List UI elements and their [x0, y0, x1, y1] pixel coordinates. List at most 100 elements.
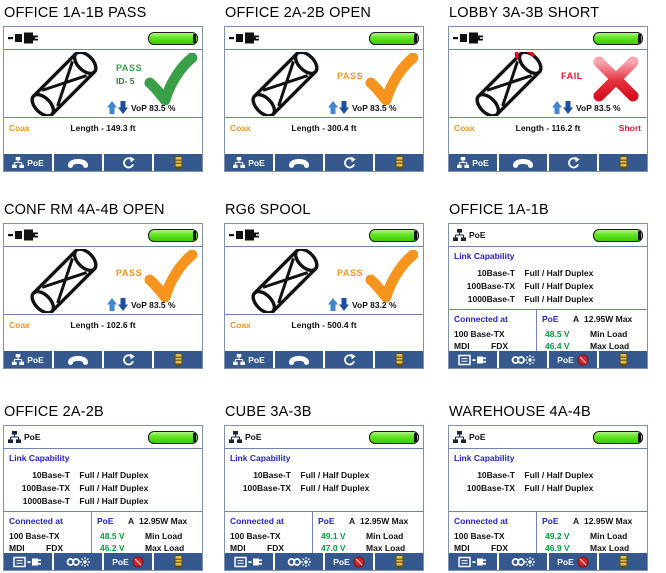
phone-icon [67, 157, 89, 169]
panel-confrm-4a4b-open: CONF RM 4A-4B OPEN PASS VoP 83.5 % Coax … [3, 202, 203, 369]
probe-softkey[interactable] [375, 154, 423, 171]
coax-plug-icon [453, 31, 487, 45]
max-load-voltage: 46.4 V [545, 341, 570, 351]
tone-softkey[interactable] [54, 154, 102, 171]
up-down-arrows-icon[interactable] [107, 298, 128, 311]
tone-softkey[interactable] [275, 154, 323, 171]
link-row: 100Base-TX Full / Half Duplex [225, 483, 370, 493]
probe-softkey[interactable] [154, 154, 202, 171]
softkey-bar: PoE [225, 351, 423, 368]
link-standard: 1000Base-T [467, 294, 515, 304]
refresh-icon [121, 156, 135, 170]
result-text: FAIL [561, 71, 583, 81]
network-tree-icon [233, 354, 245, 365]
link-blink-softkey[interactable] [275, 553, 323, 570]
refresh-icon [121, 353, 135, 367]
link-duplex: Full / Half Duplex [524, 483, 594, 493]
poe-class: A [573, 516, 580, 526]
poe-softkey[interactable]: PoE [225, 351, 273, 368]
screen-header: PoE [449, 224, 647, 247]
poe-softkey[interactable]: PoE [449, 154, 497, 171]
pass-check-icon [362, 53, 418, 105]
vop-value: VoP 83.5 % [131, 299, 176, 310]
connected-link-type: 100 Base-TX [230, 531, 281, 541]
probe-softkey[interactable] [599, 154, 647, 171]
vop-row: VoP 83.5 % [328, 101, 397, 114]
tone-softkey[interactable] [54, 351, 102, 368]
remote-screen-softkey[interactable] [4, 553, 52, 570]
up-down-arrows-icon[interactable] [552, 101, 573, 114]
probe-softkey[interactable] [375, 351, 423, 368]
poe-max-power: 12.95W Max [139, 516, 188, 526]
result-area: FAIL VoP 83.5 % [449, 50, 647, 118]
link-blink-softkey[interactable] [499, 351, 547, 368]
link-blink-softkey[interactable] [54, 553, 102, 570]
poe-softkey-label: PoE [557, 354, 574, 365]
battery-icon [593, 228, 643, 242]
probe-icon [174, 156, 183, 170]
panel-office-1a1b-pass: OFFICE 1A-1B PASS PASS ID- 5 VoP 83.5 % … [3, 5, 203, 172]
poe-softkey[interactable]: PoE [225, 154, 273, 171]
remote-screen-softkey[interactable] [449, 351, 497, 368]
probe-softkey[interactable] [154, 553, 202, 570]
coax-cable-icon [239, 52, 331, 116]
max-load-voltage: 46.2 V [100, 543, 125, 553]
poe-softkey[interactable]: PoE [4, 154, 52, 171]
poe-label: PoE [318, 516, 335, 526]
poe-softkey[interactable]: PoE [4, 351, 52, 368]
poe-off-softkey[interactable]: PoE [549, 553, 597, 570]
length-value: Length - 102.6 ft [70, 320, 136, 330]
poe-label: PoE [97, 516, 114, 526]
retest-softkey[interactable] [325, 351, 373, 368]
poe-off-softkey[interactable]: PoE [104, 553, 152, 570]
remote-screen-softkey[interactable] [225, 553, 273, 570]
measurement-row: Coax Length - 300.4 ft [225, 118, 423, 156]
screen-remote-icon [13, 556, 43, 568]
vop-value: VoP 83.5 % [131, 102, 176, 113]
poe-off-softkey[interactable]: PoE [549, 351, 597, 368]
up-down-arrows-icon[interactable] [107, 101, 128, 114]
header-poe-label: PoE [245, 432, 262, 442]
probe-softkey[interactable] [599, 351, 647, 368]
panel-title: OFFICE 2A-2B [4, 404, 104, 420]
panel-title: OFFICE 1A-1B [449, 202, 549, 218]
screen-header [4, 224, 202, 247]
link-capability-section: Link Capability 10Base-T Full / Half Dup… [4, 449, 202, 512]
probe-softkey[interactable] [375, 553, 423, 570]
link-row: 1000Base-T Full / Half Duplex [449, 294, 594, 304]
coax-cable-icon [18, 52, 110, 116]
link-row: 10Base-T Full / Half Duplex [449, 470, 593, 480]
min-load-voltage: 48.5 V [100, 531, 125, 541]
retest-softkey[interactable] [549, 154, 597, 171]
tone-softkey[interactable] [275, 351, 323, 368]
probe-softkey[interactable] [154, 351, 202, 368]
link-blink-softkey[interactable] [499, 553, 547, 570]
max-load-voltage: 46.9 V [545, 543, 570, 553]
up-down-arrows-icon[interactable] [328, 101, 349, 114]
up-down-arrows-icon[interactable] [328, 298, 349, 311]
remote-screen-softkey[interactable] [449, 553, 497, 570]
min-load-voltage: 48.5 V [545, 329, 570, 339]
header-poe-label: PoE [24, 432, 41, 442]
retest-softkey[interactable] [325, 154, 373, 171]
probe-softkey[interactable] [599, 553, 647, 570]
link-row: 1000Base-T Full / Half Duplex [4, 496, 149, 506]
coax-cable-icon [18, 249, 110, 313]
poe-off-icon [577, 556, 589, 568]
poe-max-power: 12.95W Max [584, 516, 633, 526]
max-load-label: Max Load [145, 543, 185, 553]
network-tree-icon [457, 157, 469, 168]
max-load-label: Max Load [590, 341, 630, 351]
retest-softkey[interactable] [104, 351, 152, 368]
tone-softkey[interactable] [499, 154, 547, 171]
softkey-bar: PoE [4, 154, 202, 171]
mdi-label: MDI [454, 341, 470, 351]
connected-section: Connected at 100 Base-TX MDI FDX PoE A 1… [449, 512, 647, 555]
link-standard: 10Base-T [32, 470, 70, 480]
panel-rg6-spool: RG6 SPOOL PASS VoP 83.2 % Coax Length - … [224, 202, 424, 369]
retest-softkey[interactable] [104, 154, 152, 171]
poe-off-softkey[interactable]: PoE [325, 553, 373, 570]
link-row: 100Base-TX Full / Half Duplex [449, 281, 594, 291]
fdx-label: FDX [491, 341, 508, 351]
